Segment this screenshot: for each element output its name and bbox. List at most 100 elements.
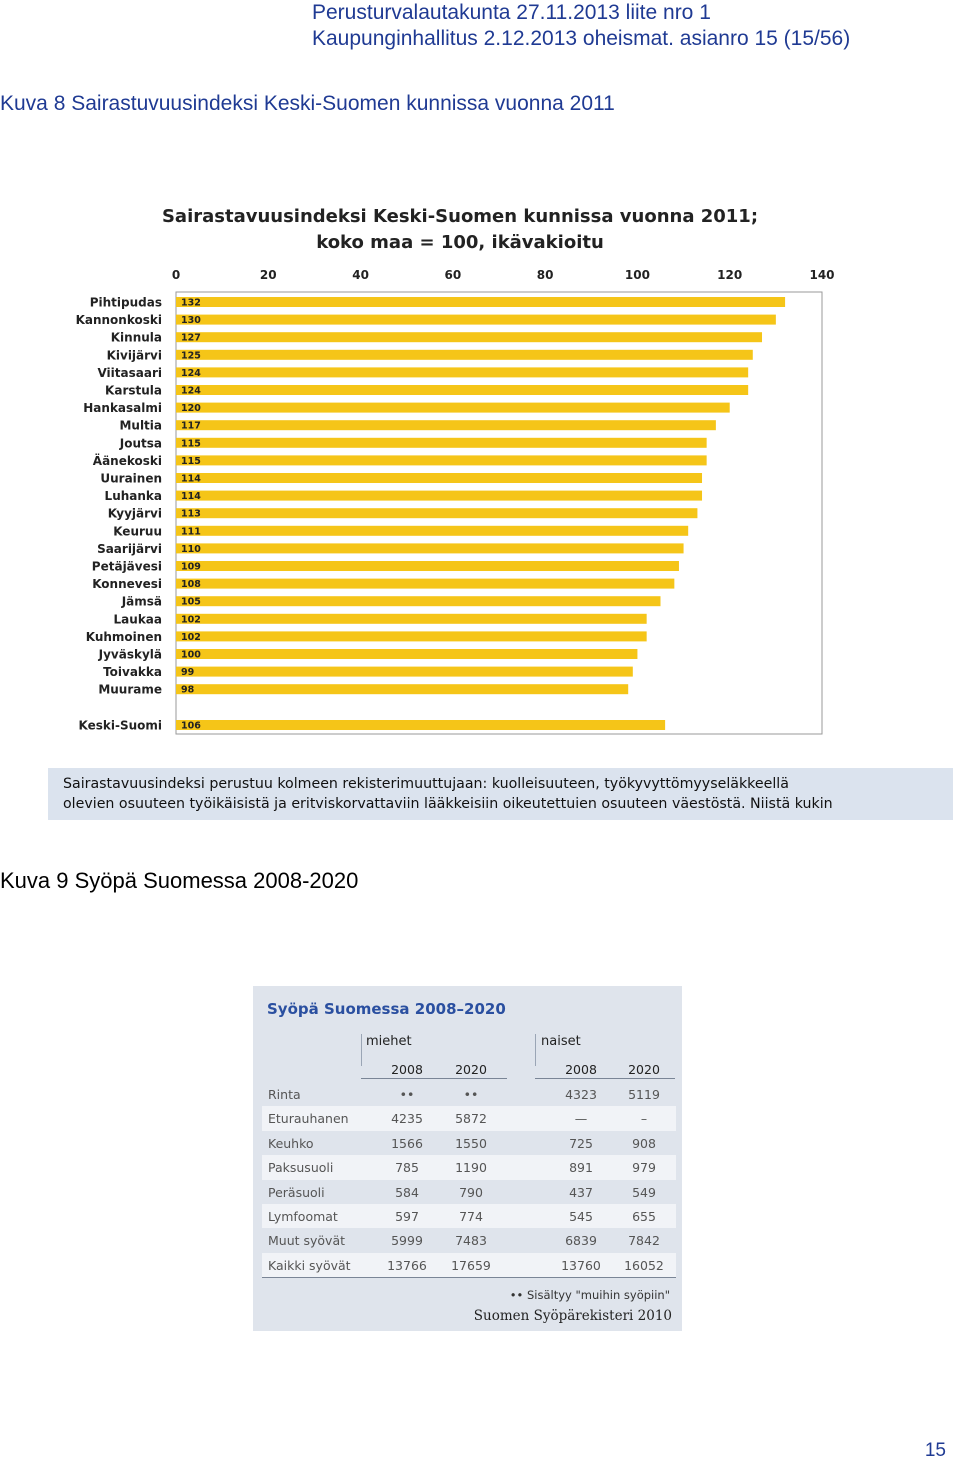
- table-cell: 5999: [391, 1233, 423, 1249]
- row-label: Keuhko: [268, 1135, 314, 1151]
- table-cell: 655: [632, 1209, 656, 1224]
- category-label: Muurame: [98, 683, 162, 697]
- table-cell: 6839: [565, 1233, 597, 1249]
- bar-value-label: 125: [181, 350, 201, 361]
- table-cell: 7483: [455, 1233, 487, 1249]
- group-divider: [361, 1034, 362, 1066]
- table-cell: 545: [569, 1209, 593, 1224]
- bar-value-label: 115: [181, 456, 201, 467]
- bar-value-label: 130: [181, 315, 201, 326]
- bar: [176, 613, 647, 624]
- table-row: Rinta •• •• 4323 5119: [262, 1082, 676, 1106]
- figure-8-caption: Kuva 8 Sairastuvuusindeksi Keski-Suomen …: [0, 92, 615, 115]
- sickness-index-chart: Sairastavuusindeksi Keski-Suomen kunniss…: [60, 198, 860, 743]
- year-header: 2020: [628, 1062, 660, 1077]
- category-label: Keuruu: [113, 524, 162, 538]
- bar: [176, 490, 703, 501]
- table-cell: –: [640, 1111, 648, 1127]
- table-cell: 1550: [455, 1135, 487, 1151]
- table-cell: 13766: [387, 1257, 427, 1273]
- bar-value-label: 111: [181, 526, 201, 537]
- category-label: Kuhmoinen: [86, 630, 162, 644]
- category-label: Konnevesi: [92, 577, 162, 591]
- bar-value-label: 109: [181, 562, 201, 573]
- table-cell: 584: [395, 1184, 419, 1200]
- table-cell: 790: [459, 1184, 483, 1200]
- table-cell: 437: [569, 1184, 593, 1200]
- category-label: Laukaa: [114, 612, 162, 626]
- header-line-2: Kaupunginhallitus 2.12.2013 oheismat. as…: [312, 27, 851, 50]
- bar: [176, 349, 753, 360]
- bar: [176, 596, 661, 607]
- year-header: 2020: [455, 1062, 487, 1077]
- category-label: Multia: [119, 419, 162, 433]
- table-cell: 1190: [455, 1160, 487, 1176]
- bar-value-label: 100: [181, 650, 201, 661]
- category-label: Kivijärvi: [107, 348, 162, 362]
- bar-value-label: 132: [181, 298, 201, 309]
- row-label: Eturauhanen: [268, 1111, 349, 1127]
- table-row: Keuhko 1566 1550 725 908: [262, 1131, 676, 1155]
- explanation-line-2: olevien osuuteen työikäisistä ja eritvis…: [63, 796, 833, 812]
- bar-value-label: 124: [181, 368, 201, 379]
- table-cell: 13760: [561, 1257, 601, 1273]
- bar-value-label: 110: [181, 544, 201, 555]
- category-label: Petäjävesi: [92, 560, 162, 574]
- x-tick-label: 60: [445, 268, 462, 282]
- bar: [176, 402, 730, 413]
- bar: [176, 314, 776, 325]
- table-cell: 5872: [455, 1111, 487, 1127]
- x-tick-label: 0: [172, 268, 180, 282]
- bar: [176, 631, 647, 642]
- group-women-label: naiset: [541, 1034, 581, 1049]
- row-label: Muut syövät: [268, 1233, 346, 1249]
- bar-value-label: 102: [181, 632, 201, 643]
- category-label: Uurainen: [100, 472, 162, 486]
- category-label: Hankasalmi: [83, 401, 162, 415]
- row-label: Paksusuoli: [268, 1160, 334, 1176]
- figure-9-caption: Kuva 9 Syöpä Suomessa 2008-2020: [0, 868, 359, 893]
- x-tick-label: 80: [537, 268, 554, 282]
- category-label: Kyyjärvi: [108, 507, 162, 521]
- table-cell: 785: [395, 1160, 419, 1176]
- x-tick-label: 100: [625, 268, 650, 282]
- category-label: Karstula: [105, 384, 162, 398]
- table-cell: 4235: [391, 1111, 423, 1127]
- table-cell: ••: [463, 1087, 479, 1102]
- table-cell: 5119: [628, 1087, 660, 1102]
- group-divider: [535, 1034, 536, 1066]
- table-cell: 16052: [624, 1257, 664, 1273]
- cancer-table-figure: Syöpä Suomessa 2008–2020 miehet naiset 2…: [253, 986, 682, 1331]
- chart-plot: 0 20 40 60 80 100 120 140 Pihtipudas 132 Kannonkos…: [76, 268, 835, 735]
- x-tick-label: 140: [809, 268, 834, 282]
- category-label: Saarijärvi: [97, 542, 162, 556]
- table-cell: 891: [569, 1160, 593, 1176]
- cancer-table-title: Syöpä Suomessa 2008–2020: [267, 1000, 506, 1018]
- bar: [176, 578, 675, 589]
- bar-value-label: 114: [181, 491, 201, 502]
- x-tick-label: 120: [717, 268, 742, 282]
- table-row: Eturauhanen 4235 5872 — –: [262, 1106, 676, 1131]
- category-label: Joutsa: [119, 436, 162, 450]
- table-cell: 4323: [565, 1087, 597, 1102]
- bar: [176, 720, 666, 730]
- table-row: Peräsuoli 584 790 437 549: [262, 1180, 676, 1204]
- chart-title: Sairastavuusindeksi Keski-Suomen kunniss…: [161, 206, 759, 227]
- table-source: Suomen Syöpärekisteri 2010: [473, 1308, 672, 1324]
- category-label: Viitasaari: [97, 366, 162, 380]
- table-cell: 725: [569, 1135, 593, 1151]
- table-cell: 1566: [391, 1135, 423, 1151]
- year-underline: [361, 1078, 507, 1079]
- row-label: Kaikki syövät: [268, 1257, 351, 1273]
- table-cell: 17659: [451, 1257, 491, 1273]
- bar: [176, 666, 633, 677]
- year-underline: [535, 1078, 675, 1079]
- table-cell: ••: [399, 1087, 415, 1102]
- table-row: Kaikki syövät 13766 17659 13760 16052: [262, 1252, 676, 1279]
- group-men-label: miehet: [366, 1034, 412, 1049]
- bar-value-label: 115: [181, 438, 201, 449]
- bar: [176, 455, 707, 466]
- table-cell: 908: [632, 1135, 656, 1151]
- bar-value-label: 114: [181, 474, 201, 485]
- table-cell: 549: [632, 1184, 656, 1200]
